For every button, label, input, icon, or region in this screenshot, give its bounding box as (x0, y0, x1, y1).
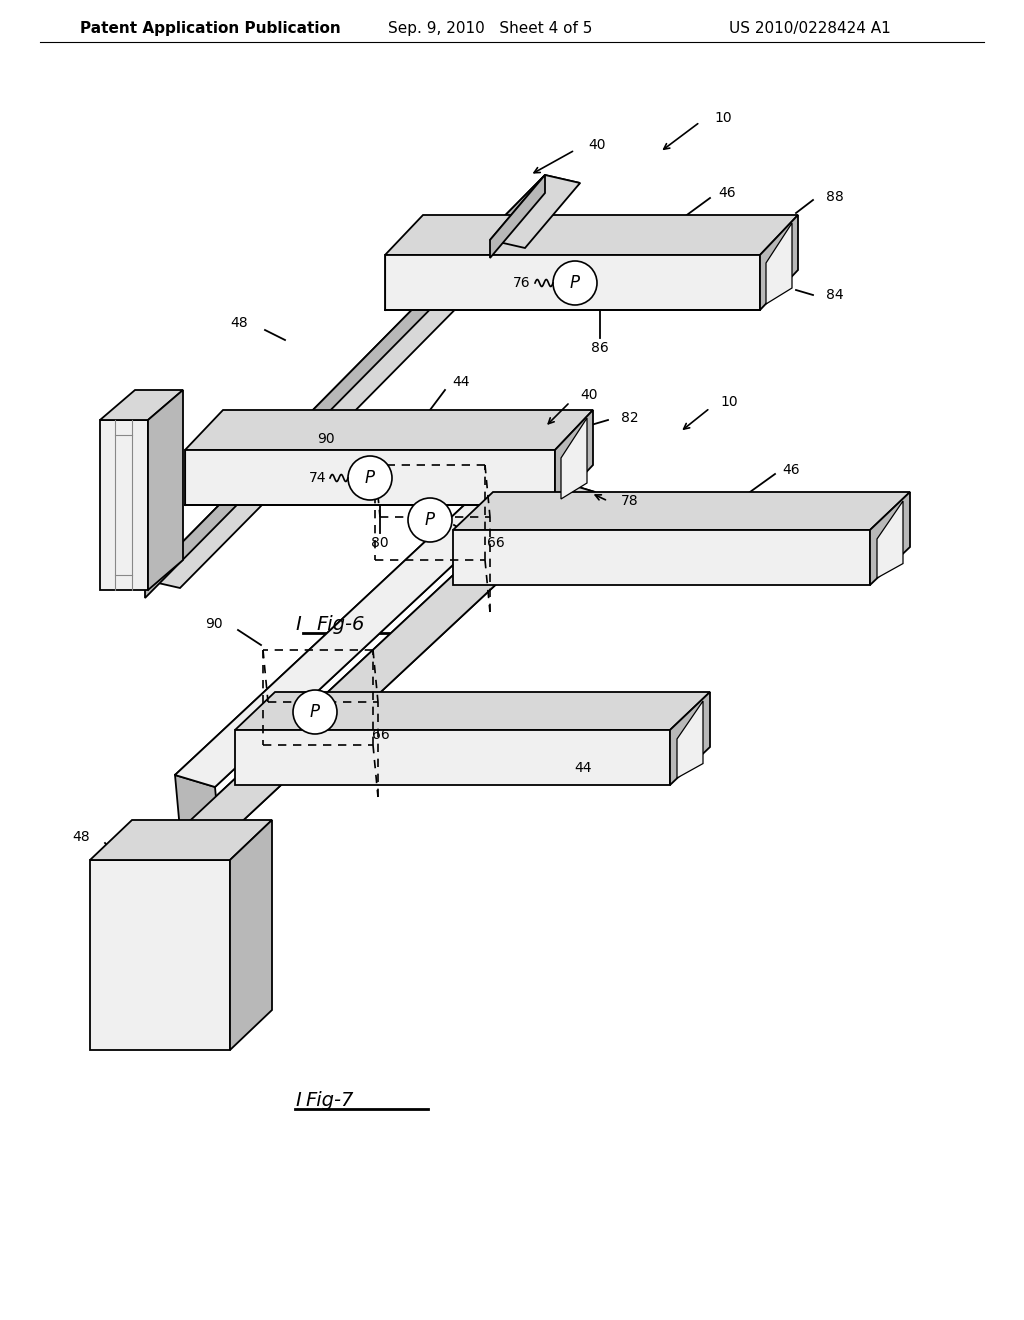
Polygon shape (145, 176, 545, 598)
Polygon shape (90, 861, 230, 1049)
Circle shape (293, 690, 337, 734)
Text: I: I (295, 615, 301, 634)
Polygon shape (453, 492, 910, 531)
Circle shape (408, 498, 452, 543)
Text: 48: 48 (73, 830, 90, 843)
Polygon shape (490, 176, 545, 257)
Text: P: P (425, 511, 435, 529)
Text: 40: 40 (580, 388, 597, 403)
Polygon shape (175, 425, 590, 787)
Polygon shape (877, 502, 903, 578)
Text: 86: 86 (591, 341, 609, 355)
Text: US 2010/0228424 A1: US 2010/0228424 A1 (729, 21, 891, 37)
Polygon shape (185, 450, 555, 506)
Text: 46: 46 (718, 186, 735, 201)
Polygon shape (555, 411, 593, 506)
Text: 40: 40 (588, 139, 605, 152)
Polygon shape (561, 418, 587, 499)
Polygon shape (230, 820, 272, 1049)
Polygon shape (175, 425, 590, 787)
Polygon shape (870, 492, 910, 585)
Polygon shape (145, 176, 580, 587)
Polygon shape (385, 215, 798, 255)
Text: I: I (295, 1090, 301, 1110)
Text: 10: 10 (720, 395, 737, 409)
Polygon shape (185, 411, 593, 450)
Text: 10: 10 (714, 111, 731, 125)
Text: Sep. 9, 2010   Sheet 4 of 5: Sep. 9, 2010 Sheet 4 of 5 (388, 21, 592, 37)
Circle shape (348, 455, 392, 500)
Polygon shape (148, 389, 183, 590)
Polygon shape (677, 701, 703, 777)
Text: 84: 84 (826, 288, 844, 302)
Text: 90: 90 (317, 432, 335, 446)
Text: P: P (570, 275, 580, 292)
Text: 48: 48 (230, 315, 248, 330)
Polygon shape (760, 215, 798, 310)
Polygon shape (180, 480, 595, 842)
Polygon shape (234, 730, 670, 785)
Text: Patent Application Publication: Patent Application Publication (80, 21, 340, 37)
Polygon shape (90, 820, 272, 861)
Text: 66: 66 (372, 729, 390, 742)
Text: 46: 46 (782, 463, 800, 477)
Polygon shape (385, 255, 760, 310)
Text: P: P (310, 704, 319, 721)
Polygon shape (100, 389, 183, 420)
Text: Fig-7: Fig-7 (305, 1090, 353, 1110)
Text: 82: 82 (621, 411, 639, 425)
Text: 76: 76 (513, 276, 531, 290)
Circle shape (553, 261, 597, 305)
Text: 88: 88 (826, 190, 844, 205)
Polygon shape (180, 480, 595, 842)
Text: 44: 44 (574, 762, 592, 775)
Polygon shape (766, 223, 792, 304)
Text: 80: 80 (371, 536, 389, 550)
Polygon shape (670, 692, 710, 785)
Text: P: P (365, 469, 375, 487)
Text: 78: 78 (621, 494, 639, 508)
Text: 44: 44 (452, 375, 469, 389)
Text: 90: 90 (206, 616, 223, 631)
Text: Fig-6: Fig-6 (316, 615, 365, 634)
Polygon shape (490, 176, 580, 248)
Polygon shape (100, 420, 148, 590)
Polygon shape (234, 692, 710, 730)
Text: 66: 66 (487, 536, 505, 550)
Text: 74: 74 (308, 471, 326, 484)
Polygon shape (175, 775, 220, 842)
Polygon shape (453, 531, 870, 585)
